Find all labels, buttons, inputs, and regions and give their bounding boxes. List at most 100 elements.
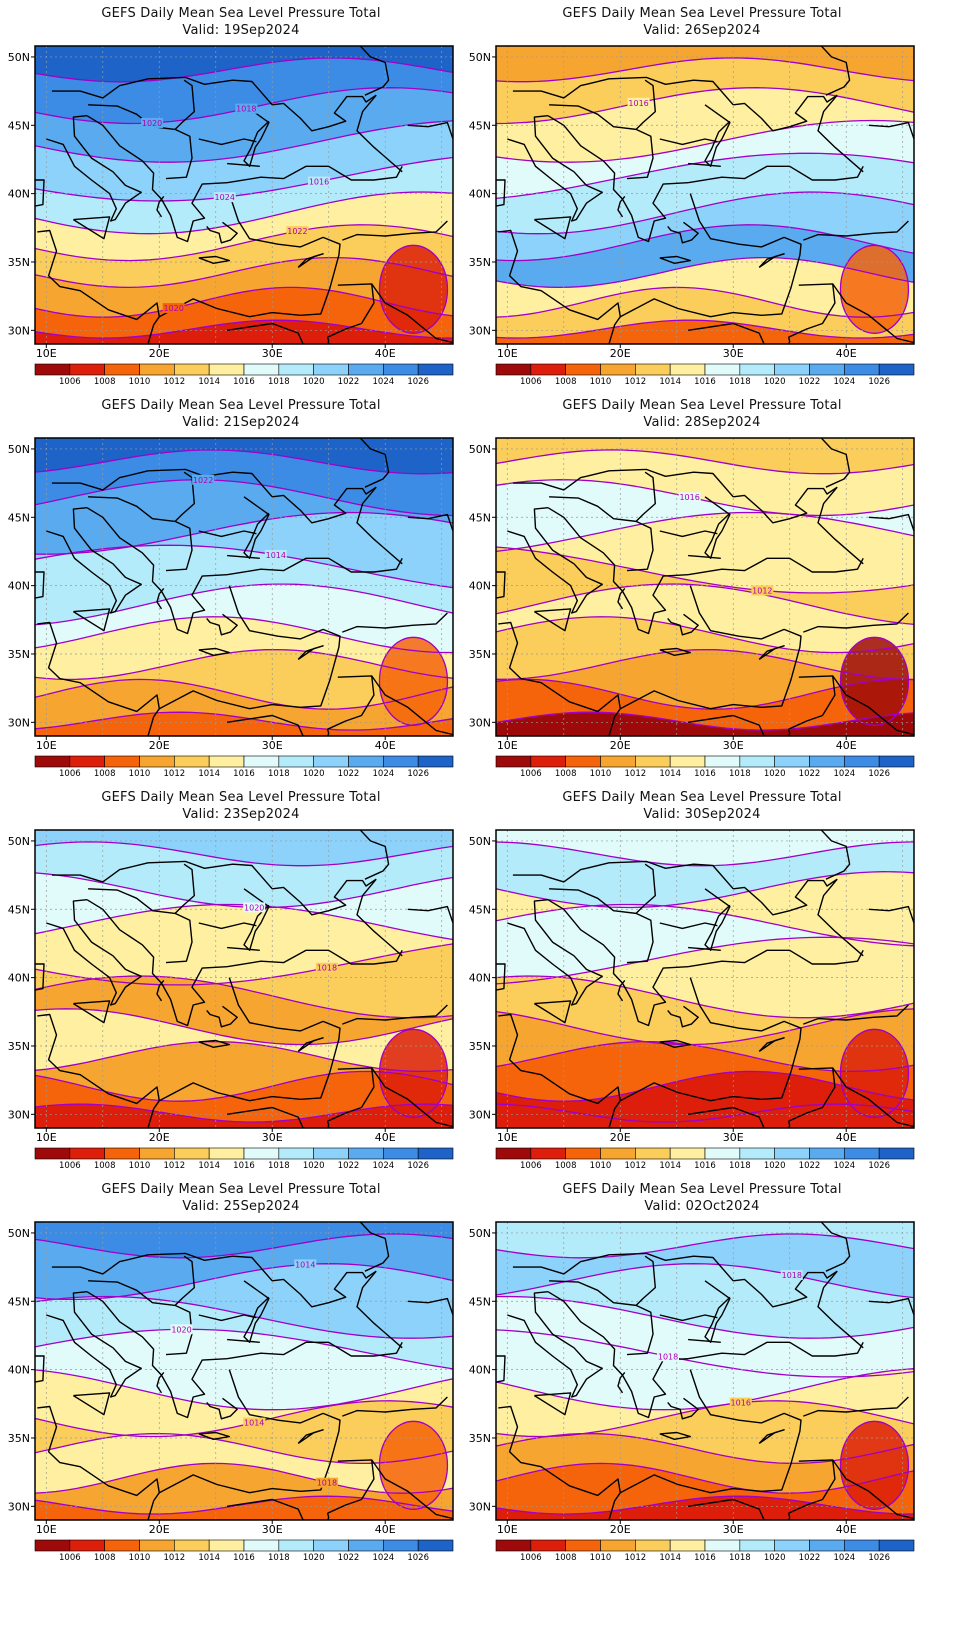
colorbar-label: 1026	[868, 1553, 890, 1563]
coastline	[198, 1431, 231, 1440]
coastline	[297, 645, 324, 660]
coastline	[147, 708, 160, 736]
map-panel: GEFS Daily Mean Sea Level Pressure Total…	[0, 1176, 482, 1586]
colorbar-swatch	[104, 755, 140, 768]
coastline	[498, 1369, 802, 1497]
isobar-line	[496, 87, 914, 125]
coastline	[820, 830, 851, 880]
coastline	[687, 557, 864, 576]
colorbar-swatch	[383, 1147, 419, 1160]
isobar-line	[496, 1040, 914, 1073]
coastline	[758, 645, 785, 660]
coastline	[35, 179, 45, 207]
coastline	[787, 337, 791, 344]
coastline	[687, 322, 765, 344]
colorbar-swatch	[565, 1147, 601, 1160]
lat-label: 35N	[8, 648, 30, 661]
coastline	[337, 1067, 453, 1128]
colorbar-swatch	[635, 1539, 671, 1552]
colorbar-swatch	[243, 755, 280, 768]
colorbar-swatch	[600, 1539, 636, 1552]
coastline	[803, 612, 909, 633]
lat-label: 45N	[8, 511, 30, 524]
coastline	[327, 675, 375, 730]
coastline	[86, 1291, 228, 1419]
colorbar-label: 1018	[729, 769, 751, 779]
coastline	[798, 283, 914, 344]
colorbar-swatch	[495, 1539, 532, 1552]
colorbar-label: 1024	[373, 1553, 395, 1563]
pressure-low-core	[840, 245, 909, 334]
isobar-line	[496, 57, 914, 83]
coastline	[326, 729, 330, 736]
isobar-label: 1014	[244, 1419, 264, 1428]
coastline	[35, 963, 45, 991]
lat-label: 45N	[8, 119, 30, 132]
colorbar-swatch	[809, 363, 845, 376]
lon-label: 10E	[497, 1523, 518, 1536]
coastline	[868, 513, 914, 532]
coastline	[125, 76, 273, 106]
pressure-low-core	[379, 637, 448, 726]
coastline	[547, 899, 689, 1027]
lat-label: 35N	[469, 1432, 491, 1445]
colorbar-swatch	[348, 363, 384, 376]
colorbar-swatch	[495, 1147, 532, 1160]
coastline	[73, 1392, 111, 1416]
isobar-line	[496, 1432, 914, 1464]
colorbar-label: 1020	[303, 377, 325, 387]
panel-valid-date: Valid: 30Sep2024	[643, 807, 761, 822]
colorbar-swatch	[104, 1147, 140, 1160]
coastline	[206, 613, 238, 636]
coastline	[359, 438, 390, 488]
colorbar-swatch	[565, 755, 601, 768]
colorbar-swatch	[313, 363, 349, 376]
isobar-line	[839, 1420, 910, 1510]
colorbar-swatch	[635, 363, 671, 376]
coastline	[659, 1039, 692, 1048]
lon-label: 10E	[36, 1523, 57, 1536]
lat-label: 50N	[469, 1227, 491, 1240]
coastline	[608, 1492, 621, 1520]
lat-label: 40N	[8, 188, 30, 201]
isobar-label-bg	[751, 585, 774, 596]
coastline	[635, 1255, 657, 1306]
colorbar-swatch	[530, 1539, 566, 1552]
colorbar-label: 1010	[129, 769, 151, 779]
colorbar-label: 1026	[407, 1553, 429, 1563]
colorbar-swatch	[243, 363, 280, 376]
colorbar-swatch	[530, 755, 566, 768]
colorbar-swatch	[844, 1147, 880, 1160]
map-frame	[495, 45, 915, 345]
coastline	[226, 322, 304, 344]
colorbar-swatch	[600, 755, 636, 768]
isobar-line	[35, 1103, 453, 1123]
colorbar-label: 1026	[868, 769, 890, 779]
coastline	[51, 1259, 126, 1275]
isobar-label-bg	[192, 474, 215, 485]
isobar-line	[378, 244, 449, 334]
colorbar-swatch	[278, 1147, 314, 1160]
coastline	[534, 1392, 572, 1416]
pressure-band	[35, 320, 453, 344]
isobar-line	[35, 156, 453, 202]
coastline	[798, 675, 914, 736]
coastline	[549, 496, 654, 572]
lon-label: 10E	[497, 1131, 518, 1144]
colorbar-swatch	[278, 363, 314, 376]
coastline	[635, 863, 657, 914]
lat-label: 30N	[469, 1500, 491, 1513]
coastline	[817, 94, 864, 173]
pressure-low-core	[840, 1029, 909, 1118]
colorbar-label: 1008	[94, 1161, 116, 1171]
isobar-line	[496, 546, 914, 594]
colorbar-label: 1020	[303, 1553, 325, 1563]
panel-title: GEFS Daily Mean Sea Level Pressure Total	[562, 1182, 842, 1197]
colorbar-swatch	[278, 1539, 314, 1552]
colorbar-label: 1014	[659, 1553, 681, 1563]
coastline	[147, 1492, 160, 1520]
isobar-label-bg	[243, 1417, 266, 1428]
coastline	[659, 138, 718, 146]
colorbar-label: 1022	[338, 377, 360, 387]
coastline	[359, 46, 390, 96]
